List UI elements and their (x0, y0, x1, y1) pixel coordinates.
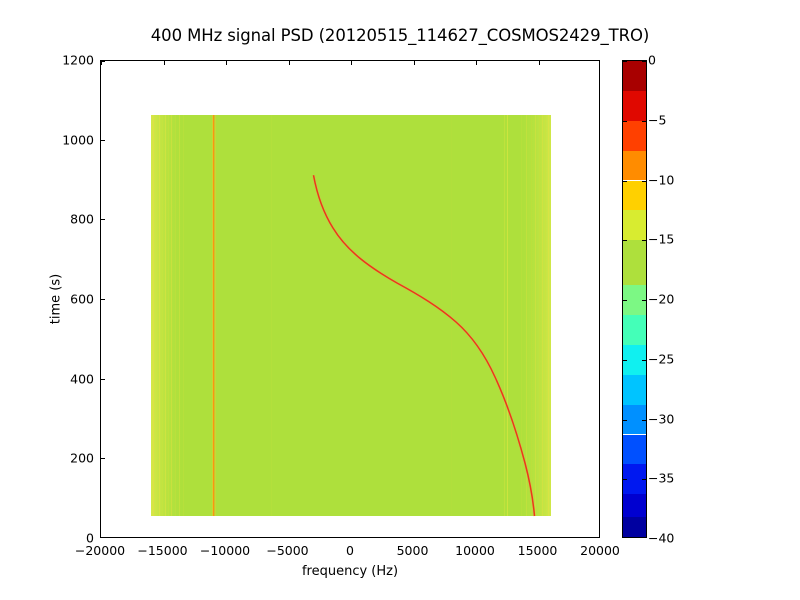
colorbar-tick-label: −30 (648, 411, 675, 426)
colorbar-segment (623, 240, 646, 286)
spectrogram-image (151, 115, 551, 517)
colorbar-segment (623, 464, 646, 495)
colorbar-tick-label: −25 (648, 351, 675, 367)
x-tick-label: −20000 (74, 543, 126, 558)
y-tick-label: 200 (70, 450, 94, 466)
colorbar-segment (623, 120, 646, 151)
y-tick-label: 400 (70, 371, 94, 387)
colorbar-segment (623, 61, 646, 91)
colorbar-tick-label: 0 (648, 52, 656, 68)
colorbar-tick-label: −40 (648, 530, 675, 546)
colorbar-segment (623, 180, 646, 211)
y-tick-label: 800 (70, 211, 94, 227)
x-tick-label: −5000 (266, 543, 309, 558)
x-tick-label: 0 (346, 543, 354, 558)
y-tick-label: 0 (86, 530, 94, 546)
y-tick-label: 600 (70, 291, 94, 307)
colorbar-tick-label: −10 (648, 172, 675, 187)
colorbar-segment (623, 434, 646, 465)
y-axis-label: time (s) (48, 273, 64, 325)
page-title: 400 MHz signal PSD (20120515_114627_COSM… (150, 26, 650, 45)
x-tick-label: 10000 (455, 543, 495, 558)
x-tick-label: 15000 (517, 543, 558, 558)
colorbar-segment (623, 344, 646, 375)
y-tick-label: 1000 (62, 132, 94, 148)
colorbar-segment (623, 210, 646, 241)
colorbar-segment (623, 285, 646, 315)
x-tick-label: −15000 (137, 543, 188, 558)
colorbar-tick-label: −20 (648, 291, 675, 307)
colorbar-segment (623, 374, 646, 405)
colorbar-tick-label: −15 (648, 231, 675, 247)
colorbar-segment (623, 404, 646, 435)
colorbar-segment (623, 516, 646, 537)
colorbar-segment (623, 315, 646, 345)
x-axis-label: frequency (Hz) (301, 564, 399, 579)
x-tick-label: 5000 (396, 543, 429, 558)
colorbar[interactable] (622, 60, 647, 538)
plot-axes[interactable] (100, 60, 600, 538)
x-tick-label: 20000 (580, 543, 620, 558)
spectrogram-overlay (151, 115, 551, 517)
colorbar-segment (623, 90, 646, 121)
colorbar-segment (623, 150, 646, 181)
x-tick-label: −10000 (199, 543, 251, 558)
colorbar-segment (623, 494, 646, 517)
colorbar-tick-label: −5 (648, 112, 667, 128)
doppler-track (312, 175, 536, 517)
y-tick-label: 1200 (62, 52, 94, 68)
colorbar-tick-label: −35 (648, 470, 675, 486)
